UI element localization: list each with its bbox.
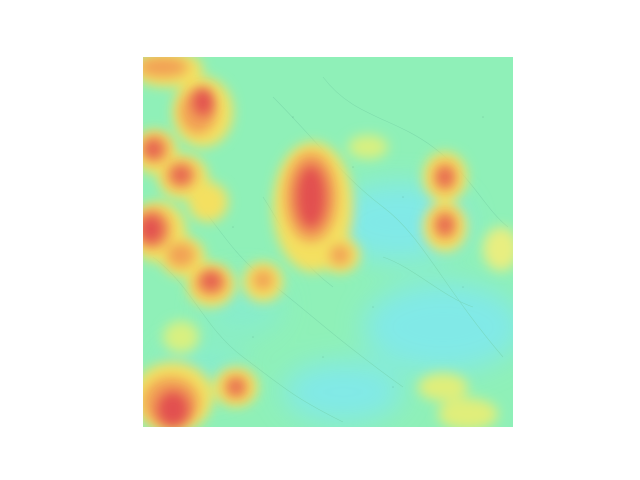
halo — [348, 135, 388, 159]
mid-core — [330, 245, 350, 265]
halo — [438, 398, 498, 427]
speckle — [252, 336, 254, 338]
speckle — [292, 116, 294, 118]
speckle — [402, 196, 404, 198]
peak-core — [145, 141, 161, 157]
halo — [483, 227, 513, 271]
mid-core — [143, 57, 188, 77]
texture-line — [382, 256, 474, 308]
speckle — [232, 226, 234, 228]
texture-line — [152, 256, 344, 423]
hotspot-peaks — [143, 88, 451, 427]
speckle — [352, 166, 354, 168]
cool-zone — [363, 282, 513, 372]
peak-core — [296, 165, 326, 229]
peak-core — [193, 88, 213, 116]
peak-core — [143, 215, 163, 243]
heatmap-map-panel — [143, 57, 513, 427]
speckle — [372, 306, 374, 308]
mid-core — [167, 243, 195, 267]
halo — [163, 321, 199, 353]
texture-line — [322, 76, 509, 228]
peak-core — [173, 168, 189, 182]
halo — [188, 182, 228, 222]
speckle — [462, 286, 464, 288]
mid-core — [253, 270, 273, 290]
speckle — [392, 386, 394, 388]
peak-core — [202, 273, 220, 289]
peak-core — [157, 391, 189, 427]
speckle — [482, 116, 484, 118]
speckle — [322, 356, 324, 358]
heatmap-svg — [143, 57, 513, 427]
peak-core — [230, 381, 242, 393]
halo — [418, 373, 468, 401]
peak-core — [439, 169, 451, 185]
cool-zone — [283, 362, 403, 422]
map-speckle — [232, 116, 484, 388]
peak-core — [439, 217, 451, 233]
